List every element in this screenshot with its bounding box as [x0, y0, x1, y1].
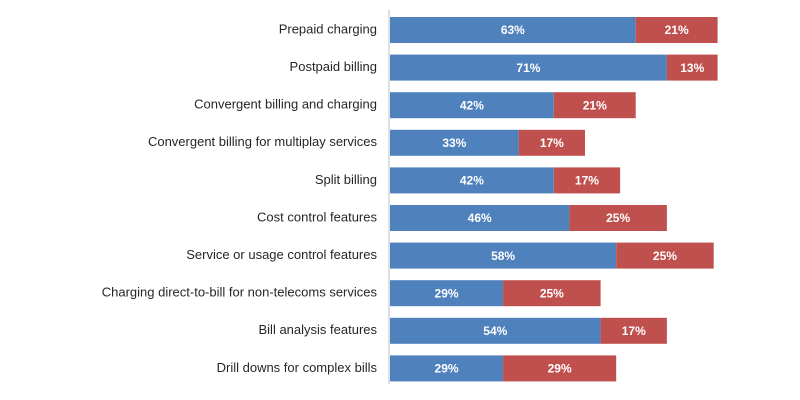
bar-segment-2 [553, 92, 636, 119]
category-label: Service or usage control features [186, 247, 377, 262]
bar-segment-2 [616, 242, 714, 269]
data-label: 21% [583, 98, 607, 112]
bar-segment-1 [390, 355, 504, 382]
data-label: 25% [606, 211, 630, 225]
bar-segment-1 [390, 242, 617, 269]
data-label: 29% [548, 362, 572, 376]
bar-segment-2 [666, 54, 718, 81]
data-label: 46% [468, 211, 492, 225]
category-label: Drill downs for complex bills [217, 360, 378, 375]
data-label: 17% [575, 174, 599, 188]
bar-segment-2 [635, 17, 718, 43]
data-label: 25% [653, 249, 677, 263]
bar-segment-2 [569, 205, 667, 231]
bar-segment-1 [390, 167, 554, 194]
bar-segment-2 [553, 167, 621, 194]
category-label: Split billing [315, 172, 377, 187]
data-label: 29% [435, 286, 459, 300]
bar-segment-1 [390, 317, 601, 344]
data-label: 42% [460, 98, 484, 112]
category-label: Charging direct-to-bill for non-telecoms… [102, 285, 378, 300]
bar-segment-2 [503, 355, 617, 382]
bar-segment-2 [600, 317, 667, 344]
bar-segment-1 [390, 280, 504, 307]
category-label: Postpaid billing [290, 59, 377, 74]
plot-area: Prepaid charging 63% 21% Postpaid billing 71… [102, 17, 718, 382]
bar-segment-1 [390, 129, 519, 156]
category-label: Convergent billing and charging [194, 97, 377, 112]
bar-segment-1 [390, 92, 554, 119]
bar-segment-1 [390, 17, 636, 43]
category-label: Bill analysis features [259, 322, 378, 337]
data-label: 42% [460, 174, 484, 188]
category-label: Prepaid charging [279, 21, 377, 36]
data-label: 63% [501, 23, 525, 37]
data-label: 17% [540, 136, 564, 150]
data-label: 54% [483, 324, 507, 338]
data-label: 29% [435, 362, 459, 376]
data-label: 58% [491, 249, 515, 263]
bar-segment-1 [390, 205, 570, 231]
category-label: Cost control features [257, 209, 377, 224]
bar-segment-2 [503, 280, 601, 307]
data-label: 13% [680, 61, 704, 75]
category-label: Convergent billing for multiplay service… [148, 134, 378, 149]
data-label: 21% [665, 23, 689, 37]
data-label: 71% [516, 61, 540, 75]
data-label: 33% [442, 136, 466, 150]
bar-segment-2 [518, 129, 585, 156]
data-label: 25% [540, 286, 564, 300]
bar-segment-1 [390, 54, 667, 81]
data-label: 17% [622, 324, 646, 338]
